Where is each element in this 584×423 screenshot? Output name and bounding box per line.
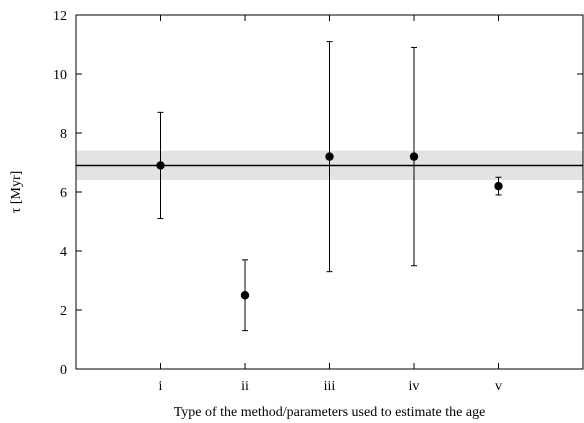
x-tick-label: iv [409,379,420,394]
y-tick-label: 8 [60,127,67,142]
data-point [156,161,165,170]
y-tick-label: 10 [53,68,67,83]
y-tick-label: 4 [60,245,67,260]
data-point [240,291,250,300]
error-bars [157,41,502,332]
y-ticks: 0 2 4 6 8 10 12 [53,9,583,378]
x-tick-label: iii [324,379,336,394]
data-point [325,152,334,161]
data-point [494,181,503,191]
x-ticks: i ii iii iv v [159,15,502,394]
x-tick-label: i [159,379,163,394]
y-tick-label: 6 [60,186,67,201]
y-axis-label: τ [Myr] [9,171,24,214]
x-tick-label: v [495,379,502,394]
data-point [409,152,419,161]
y-tick-label: 0 [60,363,67,378]
x-tick-label: ii [241,379,249,394]
y-tick-label: 2 [60,304,67,319]
data-points [156,152,503,300]
x-axis-label: Type of the method/parameters used to es… [174,405,486,420]
y-tick-label: 12 [53,9,67,24]
